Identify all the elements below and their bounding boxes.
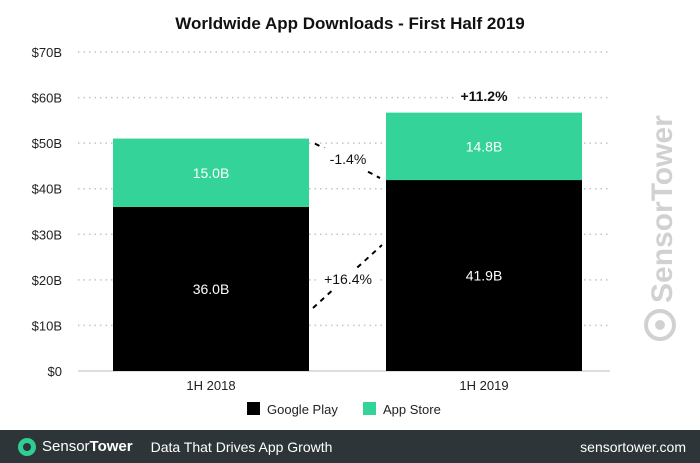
y-tick-label: $70B [32,45,62,60]
x-tick-label: 1H 2018 [186,378,235,393]
chart: Worldwide App Downloads - First Half 201… [32,14,679,417]
x-tick-label: 1H 2019 [459,378,508,393]
y-axis: $0 $10B $20B $30B $40B $50B $60B $70B [32,45,62,379]
legend-swatch [247,402,260,415]
watermark-logo-dot [655,320,665,330]
app-store-change-label: -1.4% [330,151,367,167]
bar-data-label: 41.9B [466,268,503,284]
bar-data-label: 14.8B [466,138,503,154]
footer-bar: SensorTower Data That Drives App Growth … [0,430,700,463]
footer-tagline: Data That Drives App Growth [150,438,333,455]
y-tick-label: $40B [32,182,62,197]
legend: Google Play App Store [247,402,441,417]
y-tick-label: $0 [48,364,62,379]
footer-brand: SensorTower [42,438,133,455]
footer-site-link[interactable]: sensortower.com [580,438,686,455]
label-bg [322,148,372,170]
bar-segment [386,180,582,371]
y-tick-label: $10B [32,318,62,333]
bar-segment [113,206,309,371]
label-bg [455,86,515,106]
legend-swatch [363,402,376,415]
y-tick-label: $60B [32,91,62,106]
sensortower-logo-icon [18,437,36,456]
label-bg [318,268,378,290]
bar-segment [386,112,582,181]
chart-title: Worldwide App Downloads - First Half 201… [175,14,525,33]
bar-data-label: 36.0B [193,281,230,297]
watermark-text: SensorTower [646,115,679,303]
annotations: -1.4% +16.4% +11.2% [312,86,515,309]
bar-data-label: 15.0B [193,165,230,181]
watermark-logo: SensorTower [644,115,679,341]
legend-label: App Store [383,402,441,417]
google-play-change-label: +16.4% [324,271,372,287]
bars: 36.0B 15.0B 41.9B 14.8B [113,112,582,371]
x-axis: 1H 2018 1H 2019 [186,378,508,393]
bar-segment [113,138,309,207]
watermark-logo-icon [644,309,676,341]
legend-label: Google Play [267,402,338,417]
y-tick-label: $20B [32,273,62,288]
watermark-group: SensorTower [644,115,679,341]
total-change-label: +11.2% [460,88,508,104]
y-tick-label: $30B [32,227,62,242]
y-tick-label: $50B [32,136,62,151]
